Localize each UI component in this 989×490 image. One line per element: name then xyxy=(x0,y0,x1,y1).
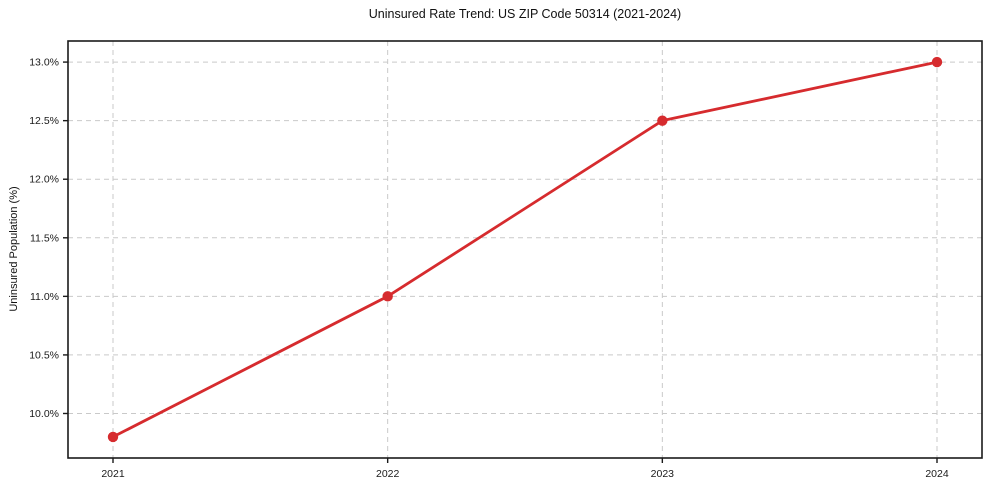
x-tick-label: 2023 xyxy=(651,468,675,480)
y-tick-label: 10.0% xyxy=(29,408,59,420)
plot-border xyxy=(67,40,983,459)
y-tick-label: 10.5% xyxy=(29,349,59,361)
chart-title: Uninsured Rate Trend: US ZIP Code 50314 … xyxy=(368,7,682,21)
x-tick-label: 2021 xyxy=(101,468,125,480)
y-tick-label: 12.0% xyxy=(29,174,59,186)
y-tick-label: 11.0% xyxy=(30,291,59,303)
data-point-2024 xyxy=(931,56,943,68)
data-point-2023 xyxy=(657,115,668,126)
data-point-2022 xyxy=(382,291,393,302)
trend-line xyxy=(111,60,939,439)
y-tick-label: 12.5% xyxy=(29,115,59,127)
y-tick-label: 13.0% xyxy=(29,57,59,69)
data-point-2021 xyxy=(107,431,119,443)
y-tick-label: 11.5% xyxy=(30,232,59,244)
x-tick-label: 2022 xyxy=(376,468,400,480)
x-tick-label: 2024 xyxy=(925,468,949,480)
